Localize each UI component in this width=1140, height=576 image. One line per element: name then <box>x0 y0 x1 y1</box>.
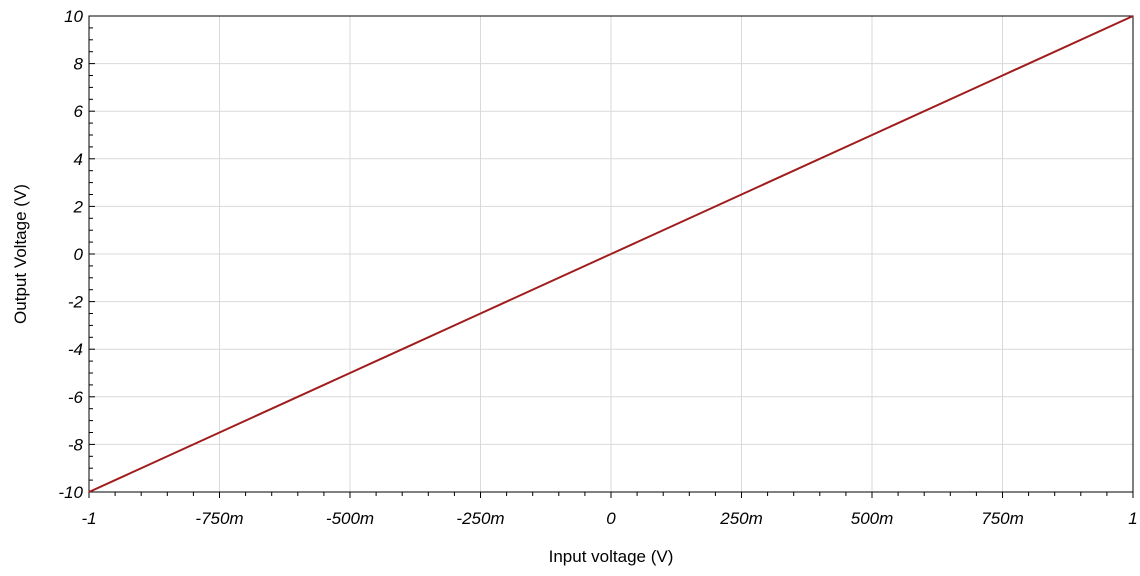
x-tick-label: 1 <box>1128 509 1137 528</box>
y-axis-label: Output Voltage (V) <box>11 184 30 324</box>
y-tick-label: 10 <box>64 7 83 26</box>
minor-ticks <box>88 15 1134 498</box>
x-tick-label: 250m <box>719 509 763 528</box>
y-tick-label: 4 <box>74 150 83 169</box>
x-tick-label: 750m <box>981 509 1024 528</box>
y-tick-label: -2 <box>68 293 84 312</box>
y-tick-label: 8 <box>74 55 84 74</box>
y-tick-labels: -10 -8 -6 -4 -2 0 2 4 6 8 10 <box>58 7 83 502</box>
y-tick-label: 0 <box>74 245 84 264</box>
y-tick-label: -6 <box>68 388 84 407</box>
x-tick-labels: -1 -750m -500m -250m 0 250m 500m 750m 1 <box>81 509 1137 528</box>
plot-frame <box>88 15 1134 493</box>
y-tick-label: 6 <box>74 102 84 121</box>
y-tick-label: -10 <box>58 483 83 502</box>
y-tick-label: 2 <box>73 197 84 216</box>
x-tick-label: -500m <box>326 509 374 528</box>
y-tick-label: -4 <box>68 340 83 359</box>
x-tick-label: -1 <box>81 509 96 528</box>
series-line <box>88 15 1134 493</box>
x-tick-label: 500m <box>851 509 894 528</box>
grid <box>88 15 1134 493</box>
x-tick-label: -250m <box>456 509 504 528</box>
x-tick-label: 0 <box>606 509 616 528</box>
y-tick-label: -8 <box>68 435 84 454</box>
x-tick-label: -750m <box>195 509 243 528</box>
series-layer <box>88 15 1134 493</box>
x-axis-label: Input voltage (V) <box>549 547 674 566</box>
